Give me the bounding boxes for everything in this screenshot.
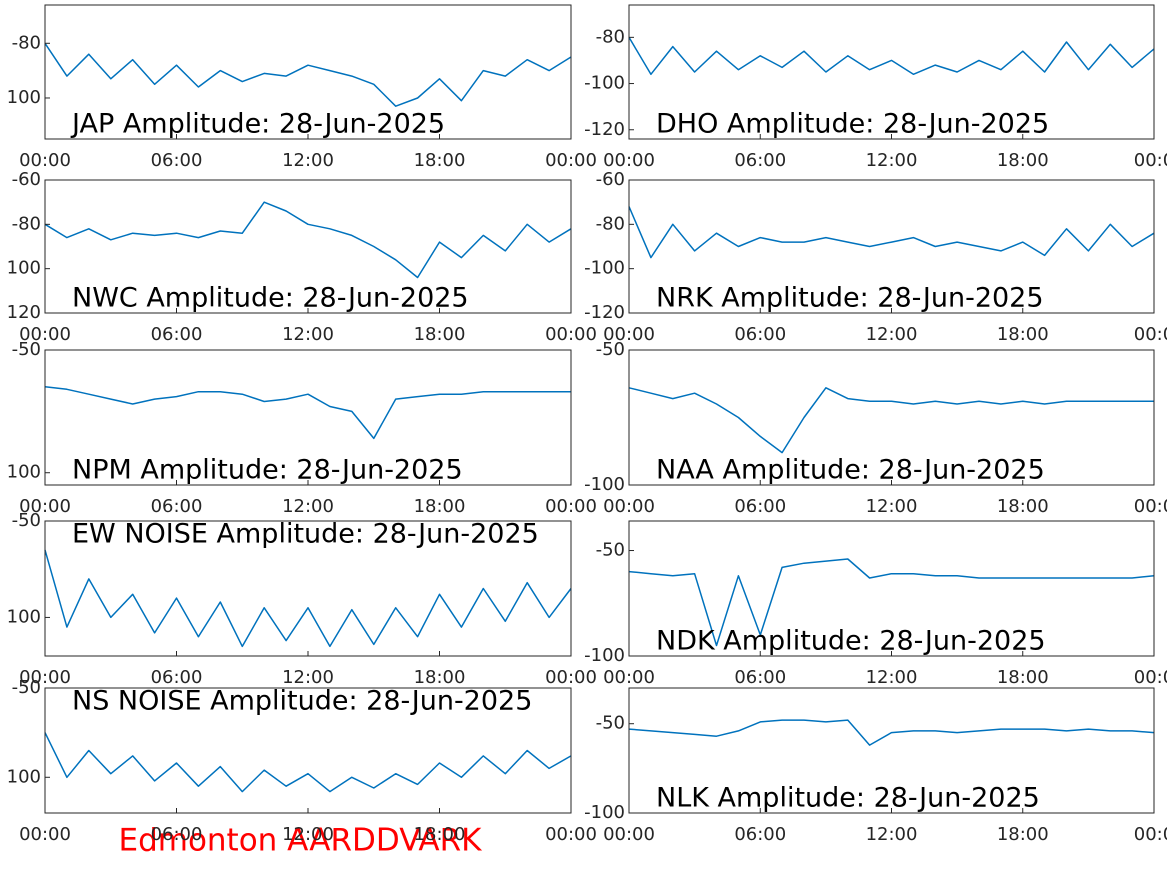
panel-title: DHO Amplitude: 28-Jun-2025	[656, 109, 1049, 140]
x-tick-label: 12:00	[866, 496, 918, 517]
x-tick-label: 06:00	[151, 496, 203, 517]
y-tick-label: -50	[596, 713, 625, 734]
x-tick-label: 12:00	[866, 150, 918, 171]
panel-title: NLK Amplitude: 28-Jun-2025	[656, 783, 1040, 814]
y-tick-label: 100	[7, 462, 41, 483]
x-tick-label: 06:00	[151, 824, 203, 845]
x-tick-label: 18:00	[997, 150, 1049, 171]
y-tick-label: -50	[12, 339, 41, 360]
x-tick-label: 18:00	[414, 667, 466, 688]
panel-title: JAP Amplitude: 28-Jun-2025	[70, 109, 445, 140]
x-tick-label: 00:0	[1134, 667, 1167, 688]
x-tick-label: 00:00	[19, 324, 71, 345]
y-tick-label: 100	[7, 87, 41, 108]
x-tick-label: 00:00	[545, 667, 597, 688]
series-line	[44, 386, 571, 440]
x-tick-label: 12:00	[282, 667, 334, 688]
x-tick-label: 12:00	[866, 324, 918, 345]
x-tick-label: 00:00	[545, 150, 597, 171]
y-tick-label: -80	[12, 213, 41, 234]
series-line	[44, 732, 572, 793]
series-line	[628, 36, 1155, 76]
x-tick-label: 00:00	[603, 667, 655, 688]
series-line	[44, 201, 572, 279]
y-tick-label: 100	[7, 606, 41, 627]
x-tick-label: 18:00	[997, 824, 1049, 845]
x-tick-label: 18:00	[414, 324, 466, 345]
series-line	[628, 387, 1154, 454]
x-tick-label: 06:00	[151, 150, 203, 171]
x-tick-label: 12:00	[866, 824, 918, 845]
y-tick-label: -80	[596, 26, 625, 47]
y-tick-label: -50	[596, 339, 625, 360]
x-tick-label: 00:00	[603, 150, 655, 171]
x-tick-label: 06:00	[734, 824, 786, 845]
x-tick-label: 06:00	[734, 667, 786, 688]
x-tick-label: 12:00	[282, 824, 334, 845]
x-tick-label: 00:0	[1134, 496, 1167, 517]
x-tick-label: 00:00	[19, 150, 71, 171]
y-tick-label: 100	[7, 766, 41, 787]
panel-title: NPM Amplitude: 28-Jun-2025	[72, 455, 463, 486]
x-tick-label: 06:00	[734, 324, 786, 345]
x-tick-label: 00:0	[1134, 150, 1167, 171]
x-tick-label: 00:0	[1134, 824, 1167, 845]
y-tick-label: 100	[7, 258, 41, 279]
x-tick-label: 06:00	[151, 324, 203, 345]
y-tick-label: -100	[584, 645, 625, 666]
y-tick-label: -100	[584, 474, 625, 495]
x-tick-label: 12:00	[282, 496, 334, 517]
y-tick-label: -60	[596, 169, 625, 190]
x-tick-label: 18:00	[997, 496, 1049, 517]
panel-title: EW NOISE Amplitude: 28-Jun-2025	[72, 519, 539, 550]
y-tick-label: -120	[584, 302, 625, 323]
caption: Edmonton AARDDVARK	[118, 823, 482, 859]
y-tick-label: -100	[584, 73, 625, 94]
x-tick-label: 18:00	[414, 496, 466, 517]
y-tick-label: -50	[12, 510, 41, 531]
x-tick-label: 12:00	[282, 150, 334, 171]
x-tick-label: 18:00	[997, 667, 1049, 688]
y-tick-label: -80	[596, 213, 625, 234]
y-tick-label: -60	[12, 169, 41, 190]
y-tick-label: -120	[584, 119, 625, 140]
x-tick-label: 00:00	[603, 324, 655, 345]
panel-title: NWC Amplitude: 28-Jun-2025	[72, 283, 469, 314]
x-tick-label: 00:00	[19, 667, 71, 688]
y-tick-label: -100	[584, 802, 625, 823]
series-line	[628, 558, 1155, 647]
x-tick-label: 06:00	[734, 150, 786, 171]
panel-title: NS NOISE Amplitude: 28-Jun-2025	[72, 686, 532, 717]
x-tick-label: 00:00	[19, 824, 71, 845]
x-tick-label: 18:00	[414, 150, 466, 171]
x-tick-label: 12:00	[282, 324, 334, 345]
x-tick-label: 00:00	[545, 496, 597, 517]
x-tick-label: 18:00	[414, 824, 466, 845]
x-tick-label: 00:00	[545, 324, 597, 345]
x-tick-label: 12:00	[866, 667, 918, 688]
y-tick-label: -100	[584, 258, 625, 279]
y-tick-label: -50	[596, 540, 625, 561]
panel-title: NAA Amplitude: 28-Jun-2025	[656, 455, 1045, 486]
series-line	[628, 719, 1155, 746]
panel-title: NDK Amplitude: 28-Jun-2025	[656, 626, 1046, 657]
y-tick-label: -80	[12, 32, 41, 53]
x-tick-label: 18:00	[997, 324, 1049, 345]
y-tick-label: 120	[7, 302, 41, 323]
x-tick-label: 06:00	[734, 496, 786, 517]
y-tick-label: -50	[12, 677, 41, 698]
series-line	[44, 549, 572, 648]
series-line	[44, 42, 572, 107]
x-tick-label: 06:00	[151, 667, 203, 688]
x-tick-label: 00:00	[545, 824, 597, 845]
panel-title: NRK Amplitude: 28-Jun-2025	[656, 283, 1044, 314]
x-tick-label: 00:00	[603, 496, 655, 517]
x-tick-label: 00:00	[603, 824, 655, 845]
series-line	[628, 206, 1155, 259]
x-tick-label: 00:0	[1134, 324, 1167, 345]
x-tick-label: 00:00	[19, 496, 71, 517]
